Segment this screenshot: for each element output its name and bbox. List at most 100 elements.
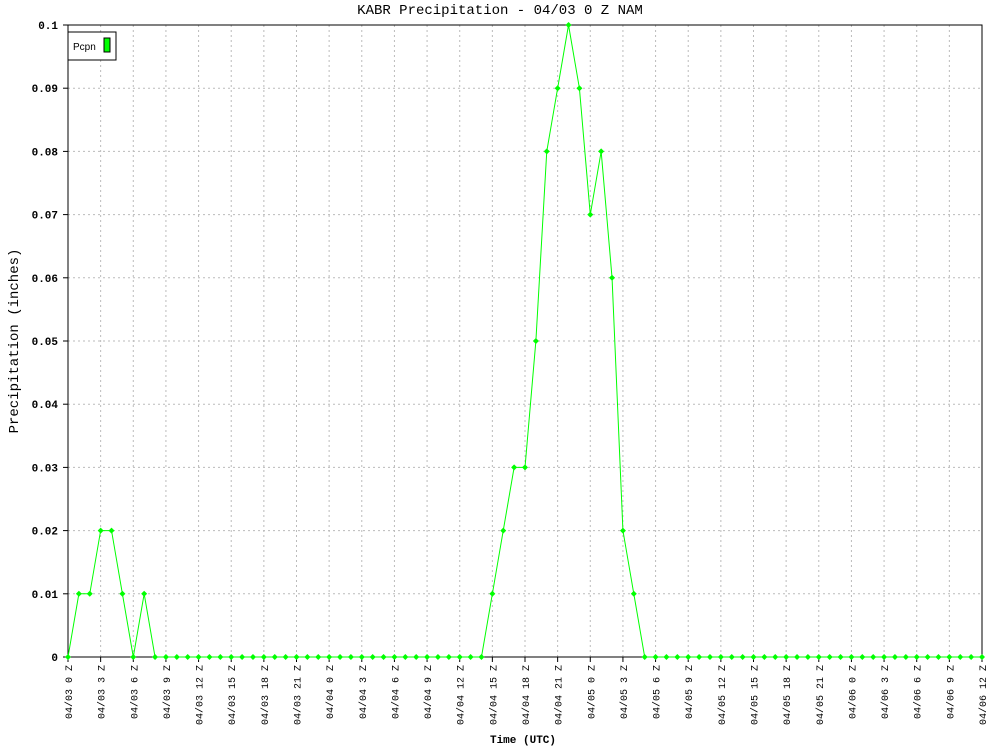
y-tick-label: 0.06 bbox=[32, 274, 58, 286]
y-tick-label: 0.03 bbox=[32, 463, 59, 475]
point-marker bbox=[674, 654, 681, 660]
x-tick-label: 04/05 18 Z bbox=[782, 665, 794, 725]
point-marker bbox=[217, 654, 224, 660]
point-marker bbox=[652, 654, 659, 660]
point-marker bbox=[554, 85, 561, 92]
y-axis-title: Precipitation (inches) bbox=[7, 249, 23, 434]
x-tick-label: 04/05 3 Z bbox=[619, 665, 631, 719]
y-tick-label: 0.01 bbox=[32, 590, 59, 602]
x-tick-label: 04/03 9 Z bbox=[162, 665, 174, 719]
point-marker bbox=[249, 654, 256, 660]
point-marker bbox=[783, 654, 790, 660]
point-marker bbox=[794, 654, 801, 660]
point-marker bbox=[881, 654, 888, 660]
x-tick-label: 04/06 3 Z bbox=[880, 665, 892, 719]
point-marker bbox=[86, 590, 93, 597]
point-marker bbox=[750, 654, 757, 660]
legend-swatch bbox=[103, 37, 111, 53]
point-marker bbox=[162, 654, 169, 660]
point-marker bbox=[532, 338, 539, 344]
point-marker bbox=[369, 654, 376, 660]
plot-frame bbox=[67, 24, 983, 658]
point-marker bbox=[663, 654, 670, 660]
x-tick-label: 04/04 15 Z bbox=[488, 665, 500, 725]
point-marker bbox=[195, 654, 202, 660]
point-marker bbox=[152, 654, 159, 660]
chart-title: KABR Precipitation - 04/03 0 Z NAM bbox=[357, 3, 643, 19]
point-marker bbox=[772, 654, 779, 660]
x-tick-label: 04/03 6 Z bbox=[129, 665, 141, 719]
point-marker bbox=[619, 527, 626, 534]
point-marker bbox=[489, 590, 496, 597]
x-tick-label: 04/05 21 Z bbox=[815, 665, 827, 725]
y-tick-label: 0.05 bbox=[32, 337, 59, 349]
point-marker bbox=[358, 654, 365, 660]
y-tick-label: 0 bbox=[51, 653, 58, 665]
x-tick-label: 04/05 15 Z bbox=[750, 665, 762, 725]
point-marker bbox=[282, 654, 289, 660]
x-tick-label: 04/03 15 Z bbox=[227, 665, 239, 725]
y-tick-label: 0.07 bbox=[32, 211, 58, 223]
x-tick-label: 04/04 9 Z bbox=[423, 665, 435, 719]
point-marker bbox=[935, 654, 942, 660]
x-tick-label: 04/04 18 Z bbox=[521, 665, 533, 725]
point-marker bbox=[65, 654, 71, 660]
point-marker bbox=[239, 654, 246, 660]
point-marker bbox=[293, 654, 300, 660]
point-marker bbox=[565, 22, 572, 28]
y-tick-label: 0.02 bbox=[32, 527, 58, 539]
point-marker bbox=[870, 654, 877, 660]
point-marker bbox=[445, 654, 452, 660]
point-marker bbox=[587, 211, 594, 218]
x-tick-label: 04/04 21 Z bbox=[554, 665, 566, 725]
point-marker bbox=[424, 654, 431, 660]
y-tick-label: 0.1 bbox=[38, 21, 58, 33]
y-tick-label: 0.04 bbox=[32, 400, 59, 412]
point-marker bbox=[837, 654, 844, 660]
point-marker bbox=[108, 527, 115, 534]
point-marker bbox=[576, 85, 583, 92]
point-marker bbox=[706, 654, 713, 660]
y-tick-label: 0.08 bbox=[32, 147, 59, 159]
x-tick-label: 04/03 3 Z bbox=[97, 665, 109, 719]
point-marker bbox=[271, 654, 278, 660]
point-marker bbox=[500, 527, 507, 534]
point-marker bbox=[467, 654, 474, 660]
point-marker bbox=[260, 654, 267, 660]
x-tick-label: 04/04 0 Z bbox=[325, 665, 337, 719]
x-tick-label: 04/06 0 Z bbox=[847, 665, 859, 719]
point-marker bbox=[761, 654, 768, 660]
point-marker bbox=[859, 654, 866, 660]
point-marker bbox=[826, 654, 833, 660]
point-marker bbox=[413, 654, 420, 660]
point-marker bbox=[815, 654, 822, 660]
point-marker bbox=[402, 654, 409, 660]
point-marker bbox=[957, 654, 964, 660]
point-marker bbox=[141, 590, 148, 597]
x-tick-label: 04/06 6 Z bbox=[913, 665, 925, 719]
point-marker bbox=[891, 654, 898, 660]
point-marker bbox=[434, 654, 441, 660]
point-marker bbox=[739, 654, 746, 660]
point-marker bbox=[337, 654, 344, 660]
point-marker bbox=[380, 654, 387, 660]
x-tick-label: 04/04 6 Z bbox=[390, 665, 402, 719]
point-marker bbox=[522, 464, 528, 471]
point-marker bbox=[848, 654, 855, 660]
point-marker bbox=[696, 654, 703, 660]
point-marker bbox=[924, 654, 931, 660]
point-marker bbox=[304, 654, 311, 660]
point-marker bbox=[206, 654, 213, 660]
point-marker bbox=[685, 654, 692, 660]
point-marker bbox=[968, 654, 975, 660]
x-tick-label: 04/05 9 Z bbox=[684, 665, 696, 719]
x-tick-label: 04/03 0 Z bbox=[64, 665, 76, 719]
point-marker bbox=[598, 148, 605, 155]
point-marker bbox=[184, 654, 191, 660]
x-tick-label: 04/06 12 Z bbox=[978, 665, 990, 725]
x-tick-label: 04/06 9 Z bbox=[945, 665, 957, 719]
x-tick-label: 04/04 3 Z bbox=[358, 665, 370, 719]
point-marker bbox=[902, 654, 909, 660]
point-marker bbox=[717, 654, 724, 660]
